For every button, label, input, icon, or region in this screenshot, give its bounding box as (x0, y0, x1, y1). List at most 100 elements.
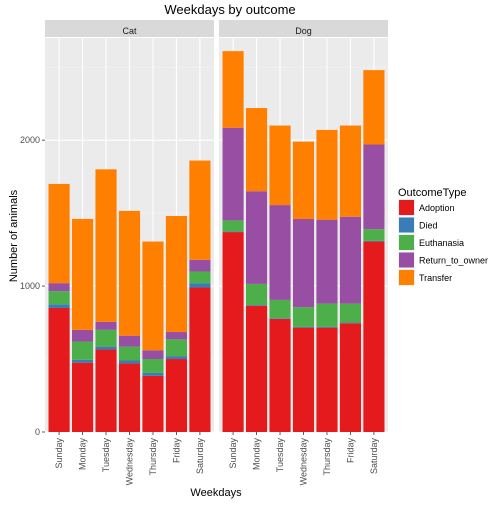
x-tick-label: Sunday (228, 438, 238, 469)
x-tick-label: Monday (78, 438, 88, 471)
bar-segment-died (363, 240, 385, 242)
bar-segment-transfer (245, 108, 268, 192)
panel-dog: Dog Sunday Monday Tuesday Wednesday Thursday F… (219, 20, 388, 485)
bar-segment-transfer (118, 210, 141, 336)
bar-segment-transfer (222, 51, 244, 128)
bar-segment-return-to-owner (222, 127, 244, 221)
bar-segment-euthanasia (245, 283, 268, 306)
legend-item-euthanasia: Euthanasia (398, 234, 464, 251)
bar-segment-died (118, 360, 141, 364)
legend-item-return-to-owner: Return_to_owner (398, 251, 488, 269)
bar-segment-return-to-owner (71, 329, 94, 342)
x-tick-label: Saturday (369, 438, 379, 475)
facet-label: Dog (295, 26, 312, 36)
bar-segment-adoption (118, 363, 141, 432)
bar-segment-return-to-owner (363, 144, 385, 230)
bar-segment-died (245, 305, 268, 306)
legend: OutcomeType Adoption Died Euthanasia Return… (398, 187, 488, 286)
bar-segment-return-to-owner (245, 191, 268, 284)
bar-segment-adoption (95, 349, 117, 432)
facet-strip (45, 20, 214, 37)
bar-segment-adoption (292, 327, 315, 432)
y-tick-label: 0 (35, 427, 40, 437)
bar-segment-died (339, 322, 362, 324)
x-tick-label: Wednesday (125, 438, 135, 486)
bar-segment-died (316, 326, 338, 328)
x-tick-label: Tuesday (275, 438, 285, 473)
bar-segment-died (142, 372, 164, 376)
bar-segment-euthanasia (165, 339, 188, 357)
bar-segment-transfer (165, 216, 188, 333)
bar-segment-adoption (245, 305, 268, 432)
bar-segment-died (48, 304, 70, 308)
bar-segment-died (189, 283, 211, 288)
bar-segment-return-to-owner (316, 219, 338, 304)
bar-segment-died (165, 356, 188, 360)
x-axis-label: Weekdays (190, 487, 242, 499)
panel-cat: Cat Sunday Monday Tuesday Wednesday Thursday F… (20, 20, 214, 485)
legend-label: Return_to_owner (419, 256, 488, 266)
bar-segment-adoption (222, 232, 244, 432)
bar-segment-transfer (292, 141, 315, 219)
bar-segment-transfer (339, 125, 362, 217)
x-tick-label: Sunday (54, 438, 64, 469)
bar-segment-return-to-owner (292, 218, 315, 308)
bar-segment-return-to-owner (95, 321, 117, 330)
bar-segment-euthanasia (189, 271, 211, 284)
legend-swatch (399, 252, 414, 268)
bar-segment-euthanasia (292, 307, 315, 327)
bar-segment-euthanasia (142, 359, 164, 373)
bar-segment-euthanasia (316, 303, 338, 327)
x-tick-label: Thursday (322, 438, 332, 476)
bar-segment-transfer (142, 241, 164, 351)
facet-label: Cat (122, 26, 137, 36)
bar-segment-euthanasia (222, 220, 244, 232)
bar-segment-return-to-owner (339, 216, 362, 304)
bar-segment-euthanasia (339, 303, 362, 323)
bar-segment-transfer (363, 70, 385, 145)
bar-segment-euthanasia (48, 291, 70, 305)
bar-segment-transfer (48, 183, 70, 284)
x-tick-label: Friday (171, 438, 181, 464)
bar-segment-adoption (165, 359, 188, 432)
bar-segment-return-to-owner (48, 283, 70, 292)
bar-segment-transfer (95, 169, 117, 322)
legend-label: Transfer (419, 273, 452, 283)
facet-strip (219, 20, 388, 37)
legend-item-transfer: Transfer (398, 269, 452, 286)
bar-segment-transfer (71, 218, 94, 330)
bar-segment-euthanasia (118, 346, 141, 361)
bar-segment-adoption (142, 375, 164, 432)
legend-title: OutcomeType (398, 187, 466, 199)
bar-segment-euthanasia (363, 229, 385, 241)
x-tick-label: Friday (345, 438, 355, 464)
bar-segment-adoption (71, 362, 94, 432)
bar-segment-died (71, 359, 94, 363)
bar-segment-return-to-owner (118, 335, 141, 347)
legend-swatch (399, 200, 414, 215)
y-tick-label: 1000 (20, 281, 40, 291)
bar-segment-return-to-owner (189, 259, 211, 272)
y-axis-label: Number of animals (8, 189, 20, 282)
bar-segment-transfer (316, 129, 338, 220)
bar-segment-died (222, 231, 244, 233)
bar-segment-euthanasia (269, 299, 291, 319)
bar-segment-transfer (269, 125, 291, 206)
bar-segment-transfer (189, 160, 211, 260)
legend-item-died: Died (398, 216, 438, 234)
bar-segment-euthanasia (71, 341, 94, 360)
bar-segment-died (292, 326, 315, 328)
x-tick-label: Thursday (148, 438, 158, 476)
bar-segment-return-to-owner (269, 205, 291, 300)
bar-segment-adoption (339, 323, 362, 432)
bar-segment-died (95, 346, 117, 350)
bar-segment-adoption (269, 318, 291, 432)
x-tick-label: Wednesday (299, 438, 309, 486)
legend-label: Died (419, 221, 438, 231)
chart-title: Weekdays by outcome (164, 2, 295, 17)
bar-segment-euthanasia (95, 329, 117, 347)
legend-label: Euthanasia (419, 238, 464, 248)
x-tick-label: Saturday (195, 438, 205, 475)
